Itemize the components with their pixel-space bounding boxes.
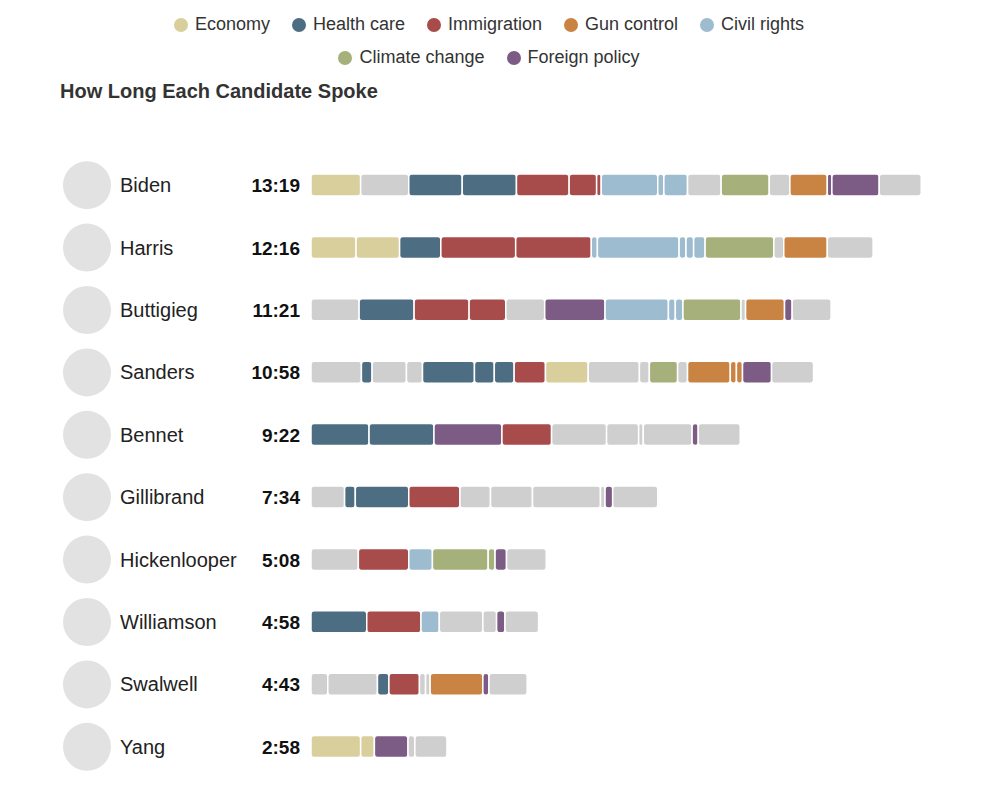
svg-text:Gillibrand: Gillibrand <box>120 486 204 508</box>
svg-text:Bennet: Bennet <box>120 424 184 446</box>
svg-text:Biden: Biden <box>120 174 171 196</box>
html-text:Climate change: Climate change <box>359 47 485 67</box>
svg-text:Yang: Yang <box>120 736 165 758</box>
svg-text:Swalwell: Swalwell <box>120 673 198 695</box>
html-text:How Long Each Candidate Spoke: How Long Each Candidate Spoke <box>60 80 378 102</box>
html-text:Gun control: Gun control <box>585 14 679 34</box>
html-text:Foreign policy: Foreign policy <box>527 47 640 67</box>
svg-text:2:58: 2:58 <box>262 737 300 758</box>
html-text:Health care: Health care <box>312 14 405 34</box>
svg-text:Harris: Harris <box>120 237 173 259</box>
svg-text:4:43: 4:43 <box>262 674 300 695</box>
html-text:Economy: Economy <box>194 14 270 34</box>
svg-text:Williamson: Williamson <box>120 611 217 633</box>
svg-text:13:19: 13:19 <box>251 175 300 196</box>
svg-text:9:22: 9:22 <box>262 425 300 446</box>
svg-text:12:16: 12:16 <box>251 238 300 259</box>
svg-text:4:58: 4:58 <box>262 612 300 633</box>
html-text:Immigration: Immigration <box>448 14 542 34</box>
html-text:Civil rights: Civil rights <box>721 14 805 34</box>
svg-text:7:34: 7:34 <box>262 487 300 508</box>
svg-text:Hickenlooper: Hickenlooper <box>120 549 237 571</box>
svg-text:11:21: 11:21 <box>252 300 300 321</box>
svg-text:Sanders: Sanders <box>120 361 195 383</box>
svg-text:5:08: 5:08 <box>262 550 300 571</box>
svg-text:10:58: 10:58 <box>251 362 300 383</box>
svg-text:Buttigieg: Buttigieg <box>120 299 198 321</box>
